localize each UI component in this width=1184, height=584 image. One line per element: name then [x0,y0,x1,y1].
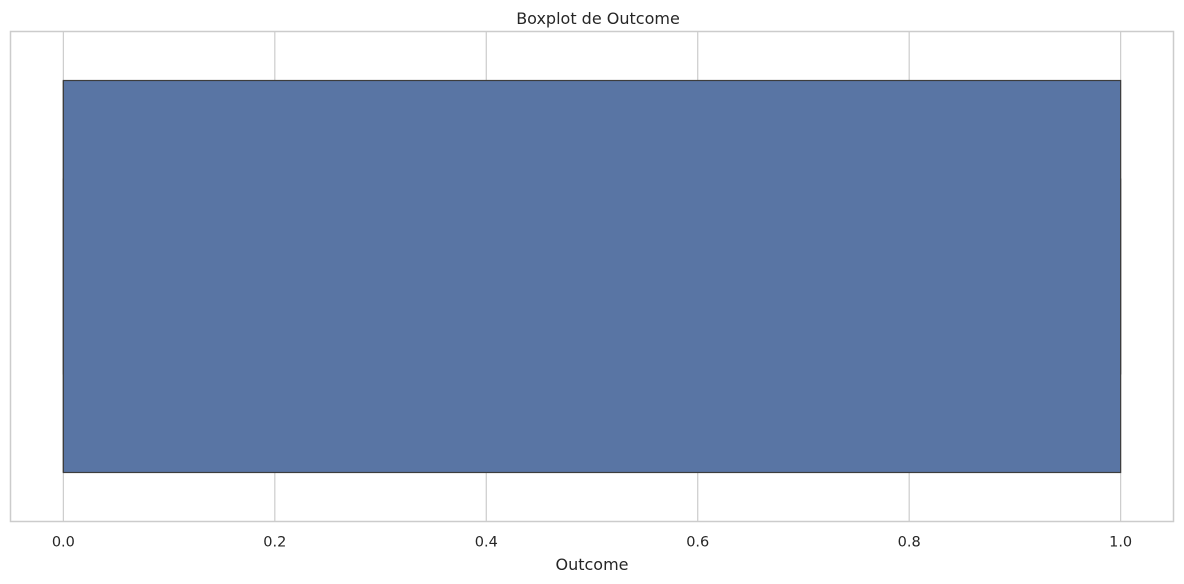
x-tick-labels: 0.0 0.2 0.4 0.6 0.8 1.0 [52,535,1132,551]
plot-frame [9,30,1175,523]
boxplot-series [62,79,1122,474]
x-tick-label-0: 0.0 [52,535,75,551]
x-axis-label: Outcome [555,555,628,574]
x-tick-label-5: 1.0 [1109,535,1132,551]
x-tick-label-1: 0.2 [263,535,286,551]
x-tick-label-3: 0.6 [686,535,709,551]
x-tick-label-2: 0.4 [475,535,498,551]
chart-title: Boxplot de Outcome [516,9,680,28]
box-iqr [62,79,1122,474]
x-tick-label-4: 0.8 [898,535,921,551]
